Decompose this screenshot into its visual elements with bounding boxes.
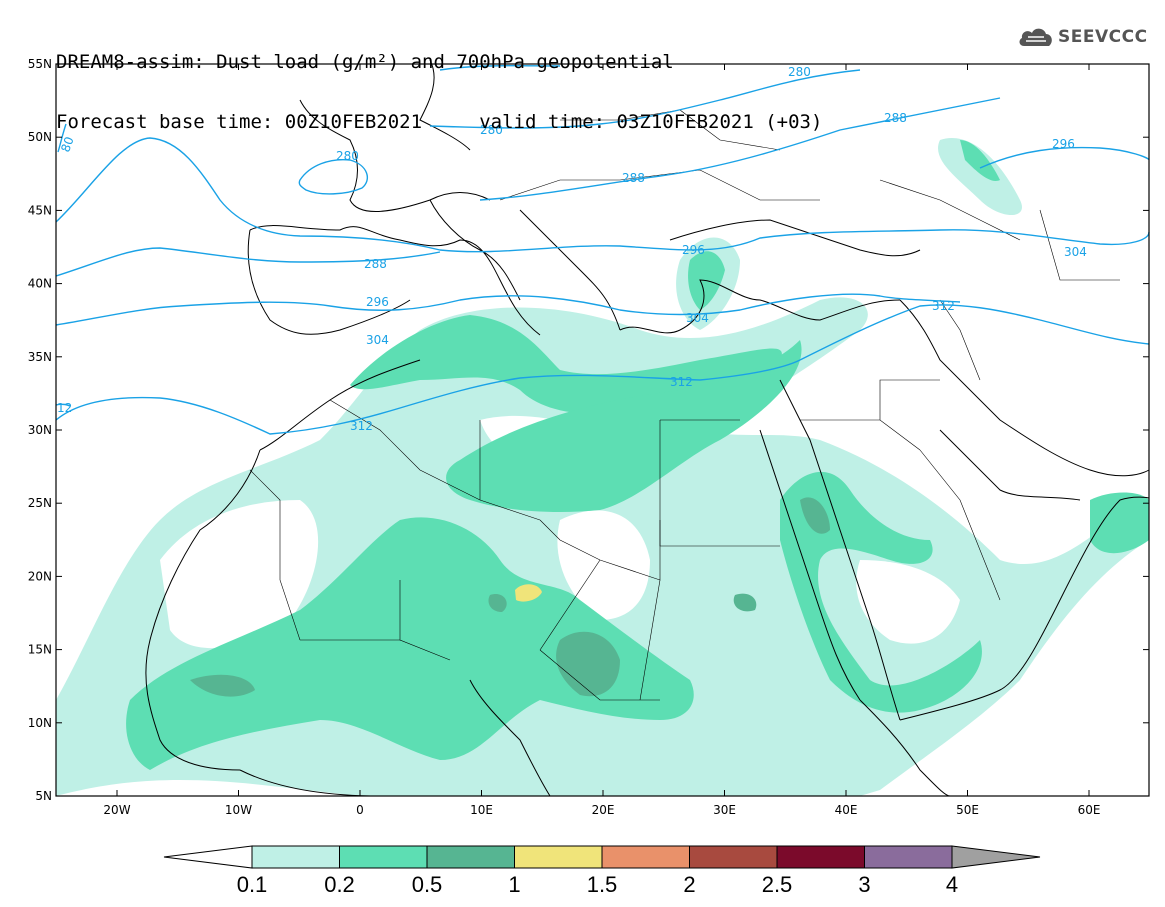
colorbar-swatch xyxy=(514,845,603,869)
lon-tick-label: 10W xyxy=(225,803,252,817)
map-title: DREAM8-assim: Dust load (g/m²) and 700hP… xyxy=(56,12,822,152)
logo-text: SEEVCCC xyxy=(1058,27,1148,47)
colorbar-label: 1 xyxy=(508,872,521,897)
cloud-icon xyxy=(1019,28,1052,46)
dust-peak-region xyxy=(515,584,542,602)
contour-label: 280 xyxy=(336,149,359,163)
seevccc-logo: SEEVCCC xyxy=(1018,26,1148,48)
contour-label: 288 xyxy=(364,257,387,271)
colorbar-swatch xyxy=(251,845,340,869)
contour-label: 296 xyxy=(1052,137,1075,151)
lon-tick-label: 50E xyxy=(956,803,979,817)
lat-tick-label: 15N xyxy=(28,643,52,657)
latitude-axis: 55N 50N 45N 40N 35N 30N 25N 20N 15N 10N 5N xyxy=(28,57,1149,803)
contour-label: 304 xyxy=(686,311,709,325)
colorbar-label: 0.5 xyxy=(411,872,443,897)
contour-labels: 280 280 280 288 288 288 296 296 296 304 … xyxy=(57,65,1087,433)
lon-tick-label: 20E xyxy=(592,803,615,817)
lat-tick-label: 40N xyxy=(28,277,52,291)
contour-label: 280 xyxy=(788,65,811,79)
colorbar-swatch xyxy=(601,845,690,869)
lon-tick-label: 60E xyxy=(1078,803,1101,817)
longitude-axis: 20W 10W 0 10E 20E 30E 40E 50E 60E xyxy=(103,64,1100,817)
lat-tick-label: 35N xyxy=(28,350,52,364)
contour-label: 80 xyxy=(58,135,76,154)
contour-label: 304 xyxy=(366,333,389,347)
contour-label: 304 xyxy=(1064,245,1087,259)
lon-tick-label: 30E xyxy=(713,803,736,817)
colorbar-label: 0.1 xyxy=(236,872,268,897)
colorbar xyxy=(163,845,1041,869)
lon-tick-label: 10E xyxy=(470,803,493,817)
colorbar-swatch xyxy=(864,845,953,869)
colorbar-arrow-low xyxy=(163,845,253,869)
colorbar-swatch xyxy=(339,845,428,869)
contour-label: 296 xyxy=(682,243,705,257)
contour-label: 312 xyxy=(932,299,955,313)
contour-label: 312 xyxy=(350,419,373,433)
lat-tick-label: 55N xyxy=(28,57,52,71)
lat-tick-label: 30N xyxy=(28,423,52,437)
title-line-2: Forecast base time: 00Z10FEB2021 valid t… xyxy=(56,111,823,133)
contour-label: 280 xyxy=(480,123,503,137)
political-borders xyxy=(249,109,1120,701)
lat-tick-label: 5N xyxy=(35,789,52,803)
lon-tick-label: 40E xyxy=(835,803,858,817)
lat-tick-label: 45N xyxy=(28,203,52,217)
colorbar-label: 3 xyxy=(858,872,871,897)
contour-label: 312 xyxy=(670,375,693,389)
dust-layer-high xyxy=(190,497,830,697)
colorbar-arrow-high xyxy=(951,845,1041,869)
colorbar-label: 4 xyxy=(945,872,959,897)
colorbar-swatch xyxy=(689,845,778,869)
lon-tick-label: 20W xyxy=(103,803,130,817)
colorbar-swatch xyxy=(776,845,865,869)
colorbar-swatch xyxy=(426,845,515,869)
title-line-1: DREAM8-assim: Dust load (g/m²) and 700hP… xyxy=(56,51,674,73)
lat-tick-label: 10N xyxy=(28,716,52,730)
colorbar-label: 2 xyxy=(683,872,696,897)
lat-tick-label: 20N xyxy=(28,569,52,583)
lon-tick-label: 0 xyxy=(356,803,364,817)
contour-label: 288 xyxy=(622,171,645,185)
contour-label: 296 xyxy=(366,295,389,309)
colorbar-label: 0.2 xyxy=(324,872,355,897)
colorbar-label: 1.5 xyxy=(586,872,618,897)
lat-tick-label: 50N xyxy=(28,130,52,144)
contour-label: 288 xyxy=(884,111,907,125)
contour-label: 12 xyxy=(57,401,72,415)
geopotential-contours xyxy=(55,64,1150,435)
lat-tick-label: 25N xyxy=(28,496,52,510)
colorbar-label: 2.5 xyxy=(761,872,793,897)
